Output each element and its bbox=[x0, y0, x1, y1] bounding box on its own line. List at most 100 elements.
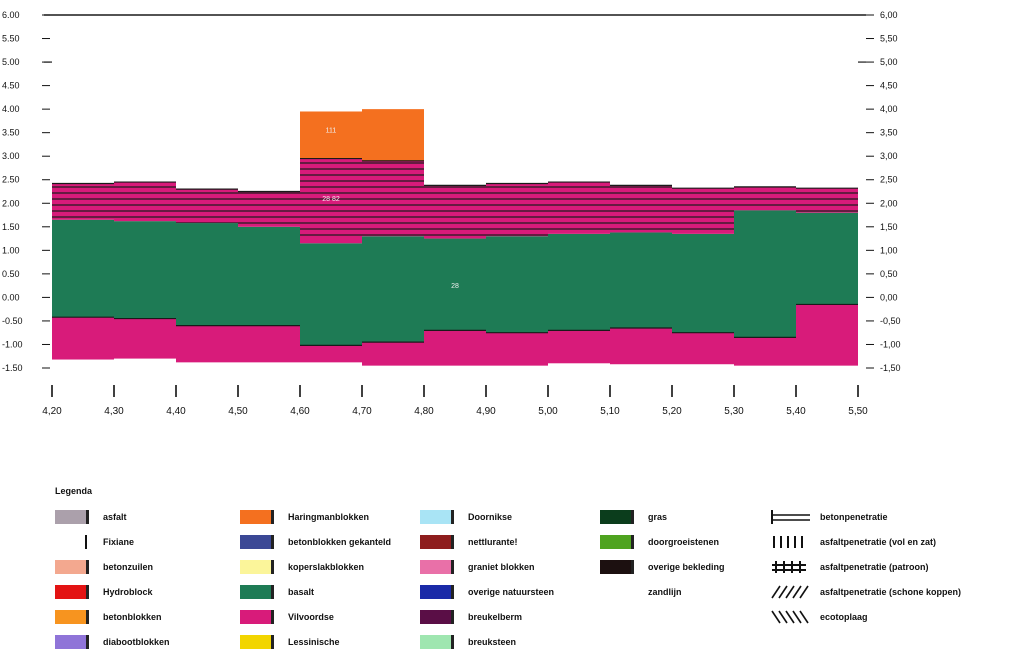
area-segment-core bbox=[176, 223, 238, 326]
legend-label: betonblokken gekanteld bbox=[288, 537, 392, 547]
area-segment-lower bbox=[610, 327, 672, 365]
area-segment-core bbox=[796, 212, 858, 305]
y-tick-label-right: 5,00 bbox=[880, 57, 898, 67]
x-tick-label: 5,00 bbox=[538, 406, 558, 417]
area-segment-lower bbox=[176, 325, 238, 363]
legend-swatch bbox=[420, 585, 454, 599]
legend-label: Hydroblock bbox=[103, 587, 153, 597]
y-tick-label-right: 4,00 bbox=[880, 104, 898, 114]
area-segment-lower bbox=[300, 345, 362, 363]
area-segment-core bbox=[734, 210, 796, 338]
legend-item: betonblokken bbox=[55, 610, 162, 624]
hatch-segment bbox=[486, 183, 548, 237]
legend-label: koperslakblokken bbox=[288, 562, 365, 572]
hatch-segment bbox=[548, 182, 610, 234]
y-tick-label-right: 6,00 bbox=[880, 10, 898, 20]
legend-swatch bbox=[55, 635, 89, 649]
y-tick-label-left: 0.50 bbox=[2, 269, 20, 279]
legend-item: Doornikse bbox=[420, 510, 512, 524]
y-tick-label-right: 0,50 bbox=[880, 269, 898, 279]
legend-item: graniet blokken bbox=[420, 560, 535, 574]
legend-label: breukelberm bbox=[468, 612, 523, 622]
y-tick-label-left: 5.50 bbox=[2, 34, 20, 44]
legend-swatch bbox=[600, 560, 634, 574]
legend-label: asfaltpenetratie (vol en zat) bbox=[820, 537, 937, 547]
legend-item: asfaltpenetratie (vol en zat) bbox=[770, 535, 936, 549]
area-segment-core bbox=[610, 232, 672, 328]
y-tick-label-left: 1.50 bbox=[2, 222, 20, 232]
legend-swatch bbox=[420, 635, 454, 649]
legend-label: nettlurante! bbox=[468, 537, 518, 547]
y-axis-right: -1,50 -1,00 -0,50 0,00 0,50 1,00 1,50 2,00 2,50 3… bbox=[866, 10, 901, 373]
legend-item: asfalt bbox=[55, 510, 127, 524]
y-tick-label-right: -0,50 bbox=[880, 316, 901, 326]
legend-pattern-icon bbox=[772, 561, 806, 573]
area-series bbox=[52, 109, 858, 366]
area-segment-lower bbox=[672, 332, 734, 365]
legend-swatch bbox=[600, 535, 634, 549]
data-label: 28 bbox=[451, 283, 459, 290]
area-segment-core bbox=[300, 243, 362, 346]
legend-swatch bbox=[55, 510, 89, 524]
legend-item: diabootblokken bbox=[55, 635, 170, 649]
x-tick-label: 5,40 bbox=[786, 406, 806, 417]
y-tick-label-right: 3,50 bbox=[880, 128, 898, 138]
legend-label: betonpenetratie bbox=[820, 512, 888, 522]
y-tick-label-left: -1.00 bbox=[2, 339, 23, 349]
y-tick-label-right: 4,50 bbox=[880, 81, 898, 91]
x-tick-label: 4,80 bbox=[414, 406, 434, 417]
legend-label: Haringmanblokken bbox=[288, 512, 370, 522]
reference-lines bbox=[44, 14, 866, 63]
legend-label: zandlijn bbox=[648, 587, 682, 597]
hatch-segment bbox=[114, 182, 176, 222]
legend-item: Fixiane bbox=[55, 535, 134, 549]
legend-item: breukelberm bbox=[420, 610, 522, 624]
legend-pattern-icon bbox=[771, 610, 809, 624]
area-segment-core bbox=[362, 236, 424, 343]
legend-swatch bbox=[600, 510, 634, 524]
hatch-segment bbox=[300, 158, 362, 237]
legend-item: asfaltpenetratie (patroon) bbox=[770, 560, 929, 574]
area-segment-top bbox=[362, 109, 424, 161]
y-tick-label-left: 1.00 bbox=[2, 245, 20, 255]
legend-label: betonblokken bbox=[103, 612, 162, 622]
data-labels: 111 28 82 28 bbox=[322, 128, 459, 290]
legend-item: doorgroeistenen bbox=[600, 535, 719, 549]
legend-swatch bbox=[420, 510, 454, 524]
x-tick-label: 4,70 bbox=[352, 406, 372, 417]
legend: Legenda asfalt Fixiane betonzuilen Hydroblo… bbox=[55, 486, 1005, 661]
legend-swatch bbox=[420, 535, 454, 549]
legend-label: Fixiane bbox=[103, 537, 135, 547]
y-tick-label-left: 5.00 bbox=[2, 57, 20, 67]
y-tick-label-left: 4.50 bbox=[2, 81, 20, 91]
y-tick-label-right: 3,00 bbox=[880, 151, 898, 161]
hatch-segment bbox=[610, 185, 672, 233]
legend-swatch bbox=[55, 585, 89, 599]
y-tick-label-left: 4.00 bbox=[2, 104, 20, 114]
x-tick-label: 4,60 bbox=[290, 406, 310, 417]
legend-swatch bbox=[240, 535, 274, 549]
y-tick-label-right: -1,50 bbox=[880, 363, 901, 373]
x-tick-label: 5,50 bbox=[848, 406, 868, 417]
hatch-segment bbox=[238, 191, 300, 227]
legend-label: Vilvoordse bbox=[288, 612, 334, 622]
y-tick-label-right: 1,50 bbox=[880, 222, 898, 232]
hatch-segment bbox=[672, 188, 734, 234]
legend-swatch bbox=[240, 585, 274, 599]
legend-item: overige natuursteen bbox=[420, 585, 554, 599]
legend-swatch bbox=[240, 510, 274, 524]
y-tick-label-left: 0.00 bbox=[2, 292, 20, 302]
x-axis: 4,20 4,30 4,40 4,50 4,60 4,70 4,80 4,90 5,00 5,10… bbox=[42, 385, 868, 417]
hatch-segment bbox=[52, 183, 114, 220]
area-segment-lower bbox=[52, 317, 114, 360]
y-tick-label-left: 2.50 bbox=[2, 175, 20, 185]
data-label: 28 82 bbox=[322, 196, 340, 203]
legend-item: gras bbox=[600, 510, 667, 524]
hatch-segment bbox=[796, 188, 858, 213]
y-tick-label-left: 3.00 bbox=[2, 151, 20, 161]
legend-label: asfaltpenetratie (patroon) bbox=[820, 562, 929, 572]
x-tick-label: 5,10 bbox=[600, 406, 620, 417]
x-tick-label: 4,40 bbox=[166, 406, 186, 417]
legend-pattern-icon bbox=[771, 585, 809, 599]
